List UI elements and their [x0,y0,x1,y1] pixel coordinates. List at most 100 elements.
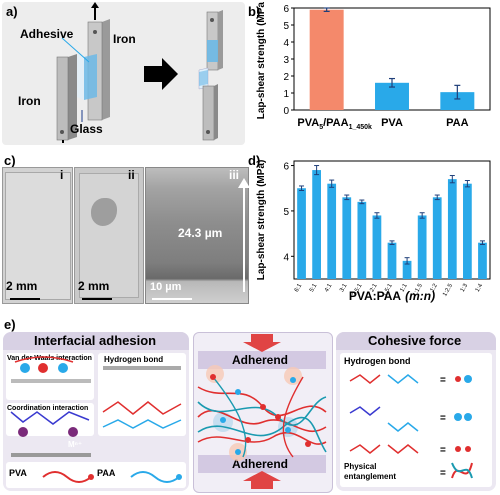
adherend-top-label: Adherend [232,353,289,367]
micrograph-i [2,167,73,304]
label-glass: Glass [70,122,103,136]
chart-b-ytick-label: 0 [283,106,289,117]
adherend-top-bar [198,351,326,369]
chart-d-xtick-label: 1:1 [399,282,409,293]
chart-d-bar [387,242,397,279]
chart-d-xtick-label: 3:1 [339,282,349,293]
vdw-label: Van der Waals interaction [7,355,92,362]
panel-c-letter: c) [4,153,16,168]
chart-d-xlabel: PVA:PAA (m:n) [349,289,435,303]
chart-b-ytick-label: 3 [283,55,289,66]
chart-d-bar [402,260,412,279]
force-arrow-up-icon [243,471,281,489]
coordination-label: Coordination interaction [7,405,89,412]
xtick-mid: /PAA [323,117,349,129]
chart-d-bar [357,201,367,279]
chart-d-xtick-label: 2:1 [369,282,379,293]
panel-d-letter: d) [248,153,261,168]
interfacial-title-bar [3,332,189,350]
pva-legend-label: PVA [9,468,27,478]
scale-label-i: 2 mm [6,279,38,293]
scale-bar-iii [152,298,192,300]
chart-b-ylabel: Lap-shear strength (MPa) [256,2,267,119]
paa-legend-label: PAA [97,468,116,478]
cohesive-drawings: = = = = [349,374,473,479]
xtick-sub: 5 [319,124,323,131]
chart-d-xtick-label: 1:3 [460,282,470,293]
physical-entanglement-label: Physical entanglement [344,462,397,481]
svg-text:=: = [440,445,446,456]
subpanel-label-iii: iii [229,168,240,182]
chart-d-ylabel: Lap-shear strength (MPa) [256,160,267,281]
chart-d-xtick-label: 6:1 [294,282,304,293]
chart-d-xlabel-paren: (m:n) [405,289,435,303]
panel-a-letter: a) [6,4,18,19]
chart-d-xtick-label: 1:4 [475,282,485,293]
adherend-bottom-bar [198,455,326,473]
cohesive-title: Cohesive force [368,333,462,348]
process-arrow-icon [144,58,178,90]
network-diagram [197,334,327,489]
adherend-bottom-label: Adherend [232,457,289,471]
force-arrow-down-icon [243,334,281,352]
chart-b-xtick-label: PVA [381,117,403,129]
chart-d-ytick-label: 5 [283,207,289,218]
adhesive-layer [84,54,97,100]
chart-b-ytick-label: 2 [283,72,289,83]
chart-d-ytick-label: 4 [283,252,289,263]
thickness-arrow-icon [238,178,250,292]
chart-d-ytick-label: 6 [283,162,289,173]
hbond-right-label: Hydrogen bond [344,356,411,366]
chart-b-xtick-label: PVA5/PAA1_450k [297,117,372,131]
interfacial-title: Interfacial adhesion [34,333,157,348]
xtick-main: PVA [297,117,319,129]
legend-box [6,462,186,488]
scale-label-ii: 2 mm [78,279,110,293]
interfacial-drawings [10,356,182,483]
panel-e-letter: e) [4,317,16,332]
chart-d-xtick-label: 4:1 [324,282,334,293]
svg-text:=: = [440,413,446,424]
subpanel-label-ii: ii [128,168,135,182]
chart-d-xtick-label: 1:2 [430,282,440,293]
chart-d-bar [417,215,427,279]
chart-d-bar [342,197,352,279]
micrograph-ii [74,167,144,304]
chart-d-bar [312,170,321,279]
label-iron-top: Iron [113,32,136,46]
scale-label-iii: 10 µm [150,281,182,293]
chart-b-ytick-label: 4 [283,38,289,49]
label-adhesive: Adhesive [20,27,74,41]
chart-d-bar [463,183,472,279]
svg-text:=: = [440,375,446,386]
subpanel-label-i: i [60,168,64,182]
cohesive-title-bar [336,332,496,350]
metal-ion-label: Mⁿ⁺ [68,440,83,449]
chart-b-ytick-label: 1 [283,89,289,100]
chart-d-xlabel-main: PVA:PAA [349,289,402,303]
hbond-left-label: Hydrogen bond [104,355,164,364]
chart-d-bar [478,242,487,279]
chart-d-bar [327,183,337,279]
chart-b-bar [440,92,475,110]
panel-a-diagram [56,2,223,143]
micrograph-iii [145,167,249,304]
label-iron-bottom: Iron [18,94,41,108]
chart-d-xtick-label: 1:2.5 [442,282,454,297]
chart-b-ytick-label: 6 [283,4,289,15]
chart-b-xtick-label: PAA [446,117,468,129]
thickness-label: 24.3 µm [178,226,223,240]
chart-d-bar [432,197,442,279]
panel-b-letter: b) [248,4,261,19]
chart-d-bar [447,179,457,279]
chart-b-bar [309,9,344,111]
chart-d-xtick-label: 5:1 [309,282,319,293]
iron-plate-bottom [56,56,69,141]
chart-d-bar [372,215,382,279]
svg-text:=: = [440,468,446,479]
scale-bar-i [10,298,40,300]
chart-b-ytick-label: 5 [283,21,289,32]
xtick-sub: 1_450k [349,124,372,131]
